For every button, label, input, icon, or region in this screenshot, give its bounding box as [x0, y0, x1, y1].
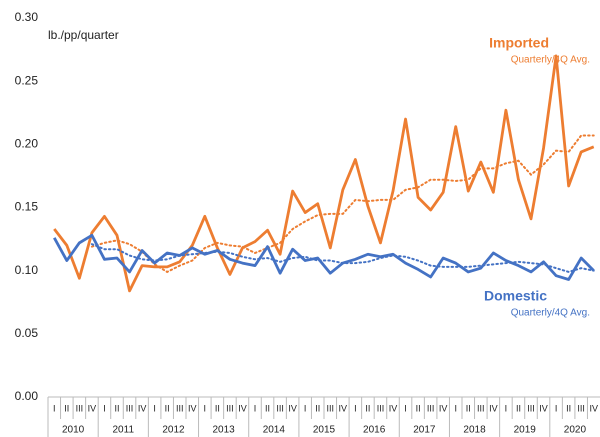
- x-tick-label: I: [555, 403, 558, 413]
- x-tick-label: II: [114, 403, 119, 413]
- x-tick-label: II: [165, 403, 170, 413]
- x-tick-label: IV: [138, 403, 147, 413]
- y-axis-label: lb./pp/quarter: [48, 28, 119, 42]
- x-tick-label: IV: [88, 403, 97, 413]
- x-tick-label: III: [427, 403, 435, 413]
- x-tick-label: I: [254, 403, 257, 413]
- x-tick-label: I: [153, 403, 156, 413]
- x-tick-label: I: [505, 403, 508, 413]
- y-tick-label: 0.00: [15, 389, 39, 403]
- x-tick-label: II: [365, 403, 370, 413]
- year-label: 2020: [564, 425, 587, 436]
- x-tick-label: I: [53, 403, 56, 413]
- x-tick-label: I: [204, 403, 207, 413]
- series-line: [53, 233, 595, 281]
- x-tick-label: IV: [439, 403, 448, 413]
- legend-label: Imported: [489, 35, 549, 51]
- x-tick-label: I: [354, 403, 357, 413]
- x-tick-label: III: [176, 403, 184, 413]
- x-tick-label: I: [404, 403, 407, 413]
- x-tick-label: IV: [539, 403, 548, 413]
- x-tick-label: III: [377, 403, 385, 413]
- year-label: 2010: [62, 425, 85, 436]
- legend-sublabel: Quarterly/4Q Avg.: [511, 55, 590, 66]
- year-label: 2019: [514, 425, 537, 436]
- y-tick-label: 0.20: [15, 137, 39, 151]
- x-tick-label: III: [126, 403, 134, 413]
- x-tick-label: III: [76, 403, 84, 413]
- year-label: 2015: [313, 425, 336, 436]
- year-label: 2013: [213, 425, 236, 436]
- year-label: 2011: [113, 425, 135, 436]
- x-tick-label: IV: [589, 403, 598, 413]
- x-tick-label: IV: [238, 403, 247, 413]
- x-tick-label: III: [527, 403, 535, 413]
- x-tick-label: II: [516, 403, 521, 413]
- y-tick-label: 0.10: [15, 263, 39, 277]
- x-tick-label: I: [454, 403, 457, 413]
- year-label: 2012: [162, 425, 185, 436]
- y-tick-label: 0.25: [15, 73, 39, 87]
- x-tick-label: II: [566, 403, 571, 413]
- x-tick-label: IV: [389, 403, 398, 413]
- x-tick-label: III: [276, 403, 284, 413]
- x-tick-label: III: [477, 403, 485, 413]
- x-tick-label: III: [226, 403, 234, 413]
- legend-sublabel: Quarterly/4Q Avg.: [511, 308, 590, 319]
- avg-line: [90, 134, 595, 274]
- year-label: 2014: [263, 425, 286, 436]
- x-tick-label: II: [265, 403, 270, 413]
- x-tick-label: II: [416, 403, 421, 413]
- x-tick-label: III: [577, 403, 585, 413]
- x-tick-label: III: [327, 403, 335, 413]
- x-tick-label: I: [304, 403, 307, 413]
- x-tick-label: II: [315, 403, 320, 413]
- x-tick-label: I: [103, 403, 106, 413]
- x-tick-label: IV: [489, 403, 498, 413]
- x-tick-label: II: [215, 403, 220, 413]
- x-tick-label: IV: [288, 403, 297, 413]
- y-tick-label: 0.05: [15, 326, 39, 340]
- year-label: 2016: [363, 425, 386, 436]
- series-line: [53, 54, 595, 293]
- legend-label: Domestic: [484, 288, 547, 304]
- year-label: 2018: [463, 425, 486, 436]
- y-tick-label: 0.30: [15, 10, 39, 24]
- x-tick-label: IV: [188, 403, 197, 413]
- x-tick-label: II: [64, 403, 69, 413]
- x-tick-label: IV: [339, 403, 348, 413]
- x-tick-label: II: [466, 403, 471, 413]
- y-tick-label: 0.15: [15, 200, 39, 214]
- year-label: 2017: [413, 425, 436, 436]
